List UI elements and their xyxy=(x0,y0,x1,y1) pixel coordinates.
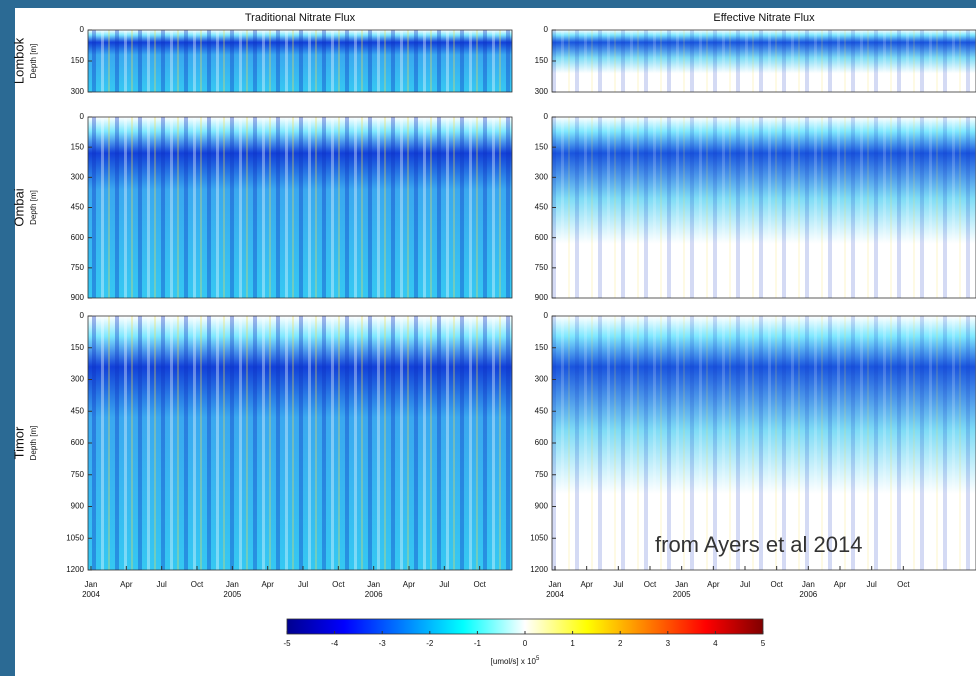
x-tick-label: Jul xyxy=(613,580,623,589)
y-tick-label: 1050 xyxy=(530,533,548,542)
row-name: Lombok xyxy=(11,37,26,84)
x-tick-label: Oct xyxy=(332,580,345,589)
y-tick-label: 150 xyxy=(535,343,549,352)
y-tick-label: 150 xyxy=(71,142,85,151)
y-tick-label: 450 xyxy=(535,203,549,212)
colorbar-tick-label: 3 xyxy=(666,639,671,648)
colorbar-tick-label: -1 xyxy=(474,639,482,648)
x-tick-year: 2005 xyxy=(223,590,241,599)
y-tick-label: 0 xyxy=(544,112,549,121)
heatmap-texture xyxy=(552,30,976,92)
row-name: Ombai xyxy=(11,188,26,226)
y-tick-label: 150 xyxy=(535,142,549,151)
y-tick-label: 300 xyxy=(535,87,549,96)
y-tick-label: 300 xyxy=(71,375,85,384)
x-tick-year: 2004 xyxy=(82,590,100,599)
x-tick-label: Jul xyxy=(867,580,877,589)
colorbar-label: [umol/s] x 105 xyxy=(491,656,540,667)
y-tick-label: 0 xyxy=(80,112,85,121)
y-tick-label: 300 xyxy=(71,87,85,96)
y-tick-label: 750 xyxy=(535,263,549,272)
y-tick-label: 300 xyxy=(535,375,549,384)
colorbar-tick-label: 2 xyxy=(618,639,623,648)
x-tick-label: Oct xyxy=(770,580,783,589)
heatmap-texture xyxy=(88,316,512,570)
heatmap-texture xyxy=(552,117,976,298)
y-tick-label: 0 xyxy=(80,25,85,34)
y-tick-label: 600 xyxy=(71,438,85,447)
x-tick-label: Jul xyxy=(740,580,750,589)
x-tick-label: Jan xyxy=(549,580,562,589)
x-tick-label: Apr xyxy=(834,580,847,589)
x-tick-label: Apr xyxy=(580,580,593,589)
x-tick-label: Jan xyxy=(675,580,688,589)
y-tick-label: 150 xyxy=(535,56,549,65)
annotation: from Ayers et al 2014 xyxy=(655,532,863,557)
heatmap-texture xyxy=(88,117,512,298)
y-tick-label: 450 xyxy=(535,406,549,415)
colorbar-tick-label: -5 xyxy=(283,639,291,648)
x-tick-label: Jul xyxy=(298,580,308,589)
y-tick-label: 1050 xyxy=(66,533,84,542)
colorbar-tick-label: 0 xyxy=(523,639,528,648)
y-axis-label: Depth [m] xyxy=(29,426,38,461)
x-tick-label: Apr xyxy=(707,580,720,589)
x-tick-label: Oct xyxy=(191,580,204,589)
y-tick-label: 150 xyxy=(71,343,85,352)
y-tick-label: 900 xyxy=(71,502,85,511)
x-tick-label: Jan xyxy=(226,580,239,589)
y-axis-label: Depth [m] xyxy=(29,190,38,225)
x-tick-label: Jan xyxy=(367,580,380,589)
colorbar-tick-label: 5 xyxy=(761,639,766,648)
heatmap-texture xyxy=(552,316,976,570)
x-tick-label: Apr xyxy=(120,580,133,589)
y-tick-label: 150 xyxy=(71,56,85,65)
y-tick-label: 600 xyxy=(71,233,85,242)
y-tick-label: 300 xyxy=(535,172,549,181)
y-axis-label: Depth [m] xyxy=(29,44,38,79)
y-tick-label: 1200 xyxy=(530,565,548,574)
y-tick-label: 750 xyxy=(71,470,85,479)
x-tick-label: Jan xyxy=(85,580,98,589)
x-tick-year: 2006 xyxy=(365,590,383,599)
x-tick-label: Apr xyxy=(403,580,416,589)
y-tick-label: 1200 xyxy=(66,565,84,574)
colorbar-tick-label: -2 xyxy=(426,639,434,648)
x-tick-label: Jul xyxy=(157,580,167,589)
y-tick-label: 0 xyxy=(544,25,549,34)
x-tick-year: 2005 xyxy=(673,590,691,599)
colorbar-label-text: [umol/s] x 10 xyxy=(491,657,537,666)
y-tick-label: 750 xyxy=(71,263,85,272)
y-tick-label: 0 xyxy=(544,311,549,320)
x-tick-label: Jan xyxy=(802,580,815,589)
y-tick-label: 600 xyxy=(535,233,549,242)
colorbar-tick-label: 1 xyxy=(570,639,575,648)
y-tick-label: 0 xyxy=(80,311,85,320)
y-tick-label: 450 xyxy=(71,406,85,415)
colorbar-tick-label: -3 xyxy=(379,639,387,648)
x-tick-label: Oct xyxy=(473,580,486,589)
colorbar-label-exponent: 5 xyxy=(536,656,540,662)
heatmap-texture xyxy=(88,30,512,92)
colorbar-tick-label: 4 xyxy=(713,639,718,648)
y-tick-label: 450 xyxy=(71,203,85,212)
colorbar-tick-label: -4 xyxy=(331,639,339,648)
x-tick-label: Apr xyxy=(261,580,274,589)
x-tick-label: Jul xyxy=(439,580,449,589)
x-tick-label: Oct xyxy=(897,580,910,589)
y-tick-label: 750 xyxy=(535,470,549,479)
panel-title: Traditional Nitrate Flux xyxy=(245,12,356,24)
y-tick-label: 900 xyxy=(71,293,85,302)
x-tick-year: 2004 xyxy=(546,590,564,599)
x-tick-year: 2006 xyxy=(799,590,817,599)
row-name: Timor xyxy=(11,426,26,459)
y-tick-label: 600 xyxy=(535,438,549,447)
y-tick-label: 900 xyxy=(535,293,549,302)
y-tick-label: 300 xyxy=(71,172,85,181)
x-tick-label: Oct xyxy=(644,580,657,589)
y-tick-label: 900 xyxy=(535,502,549,511)
panel-title: Effective Nitrate Flux xyxy=(713,12,815,24)
